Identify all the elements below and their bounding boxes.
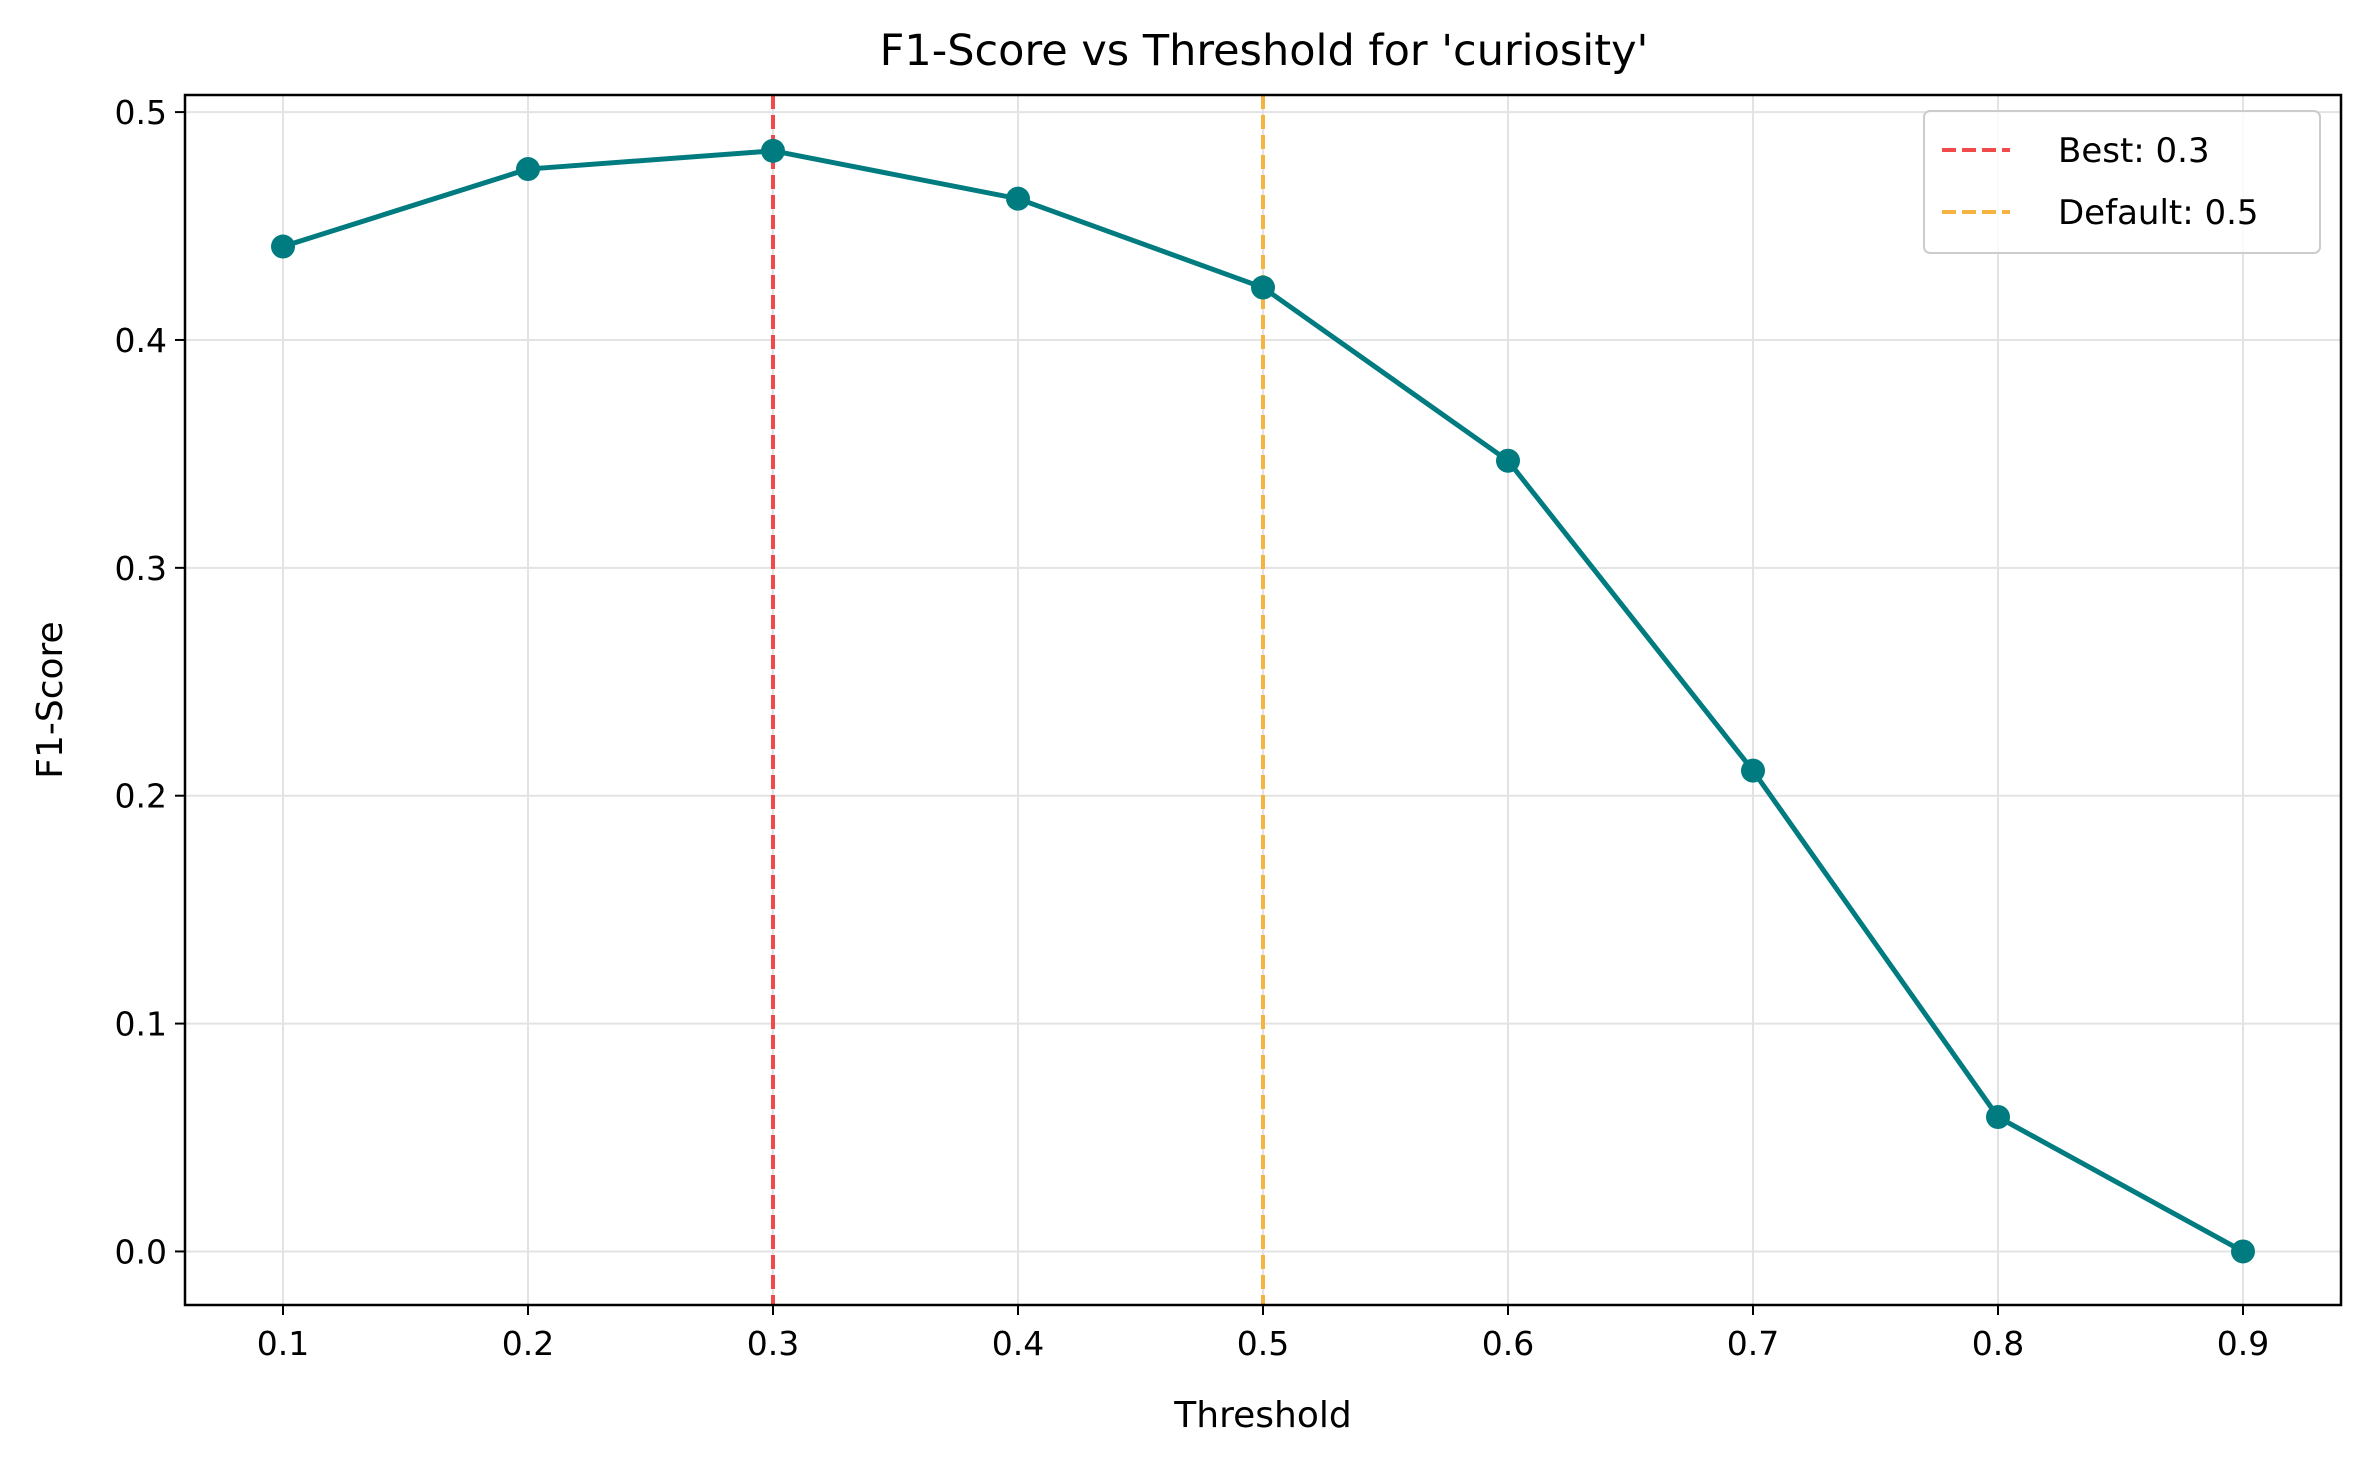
axis-ticks: 0.1 0.2 0.3 0.4 0.5 0.6 0.7 0.8 0.9 0.0 0.1 0.2 0.3 0… <box>115 93 2270 1363</box>
y-tick-label: 0.5 <box>115 93 167 132</box>
data-point <box>271 234 295 259</box>
legend: Best: 0.3 Default: 0.5 <box>1923 110 2321 254</box>
data-point <box>1496 448 1520 473</box>
data-series <box>271 138 2255 1264</box>
data-point <box>516 157 540 182</box>
y-tick-label: 0.1 <box>115 1005 167 1044</box>
y-tick-label: 0.2 <box>115 777 167 816</box>
x-tick-label: 0.7 <box>1727 1324 1779 1363</box>
y-tick-label: 0.4 <box>115 321 167 360</box>
data-point <box>761 138 785 163</box>
legend-box <box>1923 110 2321 254</box>
x-tick-label: 0.5 <box>1237 1324 1289 1363</box>
data-point <box>1251 275 1275 300</box>
data-point <box>1006 186 1030 211</box>
x-tick-label: 0.3 <box>747 1324 799 1363</box>
legend-label-best: Best: 0.3 <box>2058 131 2210 171</box>
x-tick-label: 0.8 <box>1972 1324 2024 1363</box>
data-point <box>1986 1105 2010 1130</box>
y-axis-label: F1-Score <box>30 621 71 778</box>
x-tick-label: 0.1 <box>257 1324 309 1363</box>
data-point <box>2231 1239 2255 1264</box>
y-tick-label: 0.0 <box>115 1232 167 1271</box>
legend-label-default: Default: 0.5 <box>2058 193 2259 233</box>
chart-title: F1-Score vs Threshold for 'curiosity' <box>880 26 1649 76</box>
x-tick-label: 0.6 <box>1482 1324 1534 1363</box>
x-tick-label: 0.4 <box>992 1324 1044 1363</box>
y-tick-label: 0.3 <box>115 549 167 588</box>
x-tick-label: 0.2 <box>502 1324 554 1363</box>
x-tick-label: 0.9 <box>2217 1324 2269 1363</box>
data-point <box>1741 758 1765 783</box>
x-axis-label: Threshold <box>1173 1395 1351 1436</box>
